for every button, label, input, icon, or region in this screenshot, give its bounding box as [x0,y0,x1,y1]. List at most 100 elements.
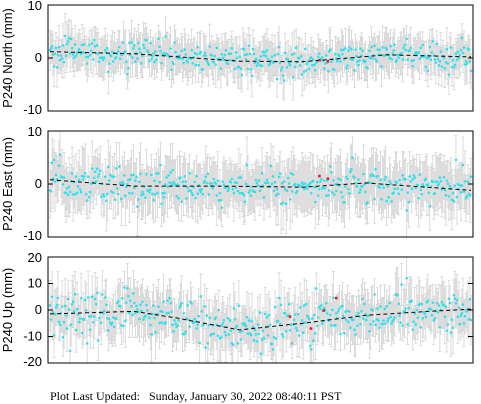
data-point [354,48,357,51]
data-point [312,185,316,189]
data-point [182,311,185,315]
data-point [88,53,92,57]
data-point [140,193,143,197]
data-point [270,342,274,346]
data-point [396,187,399,190]
data-point [362,317,365,321]
data-point [424,177,428,181]
data-point [68,190,72,194]
data-point [115,167,118,170]
data-point [231,343,235,346]
data-point [92,38,96,42]
data-point [61,44,65,47]
data-point [184,53,187,56]
data-point [60,305,64,308]
data-point [291,173,295,176]
data-point [428,204,432,208]
data-point [253,328,257,332]
data-point [438,176,442,179]
data-point [400,52,403,55]
data-point [400,188,403,192]
data-point [338,54,341,58]
data-point [245,163,249,167]
data-point [96,52,100,55]
data-point [110,50,114,53]
data-point [282,180,286,183]
data-point [263,312,267,316]
data-point [440,65,444,68]
data-point [307,317,311,321]
data-point [236,189,240,193]
data-point [133,43,136,47]
data-point [82,175,86,178]
data-point [153,316,156,320]
data-point [356,185,359,188]
data-point [95,167,99,171]
data-point [355,54,358,58]
data-point [204,346,208,349]
data-point [379,305,382,308]
data-point [105,46,109,50]
data-point [227,52,231,56]
data-point [134,179,137,182]
data-point [461,51,465,55]
data-point [138,180,141,184]
data-point [353,328,356,332]
data-point [207,63,211,67]
data-point [170,68,173,71]
data-point [49,189,53,193]
data-point [59,54,63,57]
data-point [417,51,421,54]
data-point [269,164,273,168]
data-point [160,321,163,324]
data-point [327,69,330,73]
data-point [53,52,57,55]
data-point [135,175,138,179]
data-point [235,56,239,60]
data-point [211,186,215,190]
data-point [351,156,354,159]
data-point [175,194,178,198]
data-point [405,209,408,212]
data-point [243,322,247,325]
data-point [49,318,53,321]
data-point [279,69,283,72]
data-point [152,304,155,307]
data-point [76,312,80,316]
data-point [325,194,328,198]
data-point [77,47,81,51]
data-point [168,296,171,300]
data-point [266,57,270,61]
data-point [238,330,242,334]
data-point [153,60,156,64]
data-point [109,54,113,58]
data-point [250,74,254,77]
data-point [222,318,226,322]
y-axis-label: P240 East (mm) [0,137,15,231]
data-point [262,53,266,57]
data-point [85,199,89,202]
trend-line [49,179,472,191]
data-point [327,193,330,197]
data-point [463,63,467,66]
data-point [85,62,89,65]
data-point [421,43,425,47]
data-point [182,61,185,65]
data-point [188,325,191,328]
data-point [361,297,364,301]
data-point [267,313,271,317]
data-point [194,196,197,200]
data-point [107,179,111,182]
data-point [132,47,135,50]
data-point [79,296,83,300]
data-point [354,333,357,336]
data-point [447,194,451,198]
data-point [107,62,111,65]
data-point [324,186,327,190]
data-point [358,59,361,62]
data-point [469,69,473,73]
data-point [61,182,65,186]
data-point [466,180,470,184]
data-point [233,318,237,321]
data-point [117,192,120,196]
